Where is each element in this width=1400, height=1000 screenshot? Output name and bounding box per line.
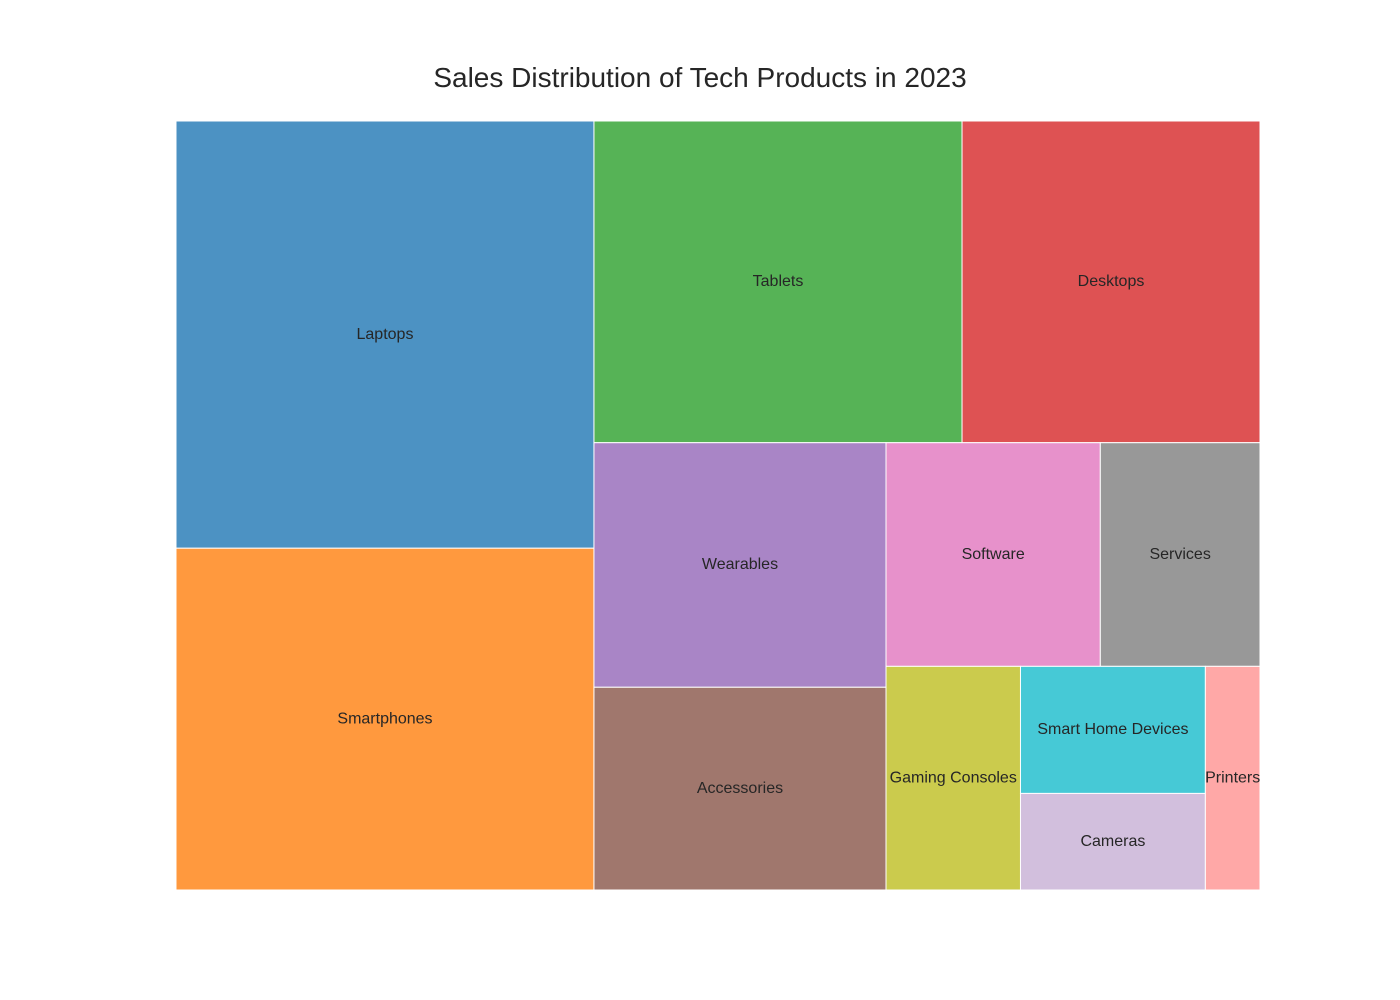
treemap-rect-laptops[interactable] bbox=[175, 120, 595, 549]
treemap-rect-cameras[interactable] bbox=[1019, 792, 1206, 891]
treemap-label-desktops: Desktops bbox=[1078, 273, 1145, 290]
treemap-label-wearables: Wearables bbox=[702, 556, 778, 573]
treemap-rect-desktops[interactable] bbox=[961, 120, 1261, 444]
treemap-rect-services[interactable] bbox=[1099, 442, 1261, 667]
treemap-rect-smartphones[interactable] bbox=[175, 547, 595, 891]
treemap-tile-software[interactable]: Software bbox=[885, 442, 1101, 667]
treemap-tile-tablets[interactable]: Tablets bbox=[593, 120, 963, 444]
treemap-tile-accessories[interactable]: Accessories bbox=[593, 686, 887, 891]
chart-title: Sales Distribution of Tech Products in 2… bbox=[433, 62, 967, 93]
treemap-label-tablets: Tablets bbox=[753, 273, 804, 290]
treemap-tile-laptops[interactable]: Laptops bbox=[175, 120, 595, 549]
treemap-label-smart-home-devices: Smart Home Devices bbox=[1037, 721, 1188, 738]
treemap-rect-accessories[interactable] bbox=[593, 686, 887, 891]
treemap-label-cameras: Cameras bbox=[1080, 833, 1145, 850]
treemap-rect-gaming-consoles[interactable] bbox=[885, 665, 1021, 891]
treemap-label-services: Services bbox=[1149, 546, 1210, 563]
treemap-tile-desktops[interactable]: Desktops bbox=[961, 120, 1261, 444]
treemap-rect-printers[interactable] bbox=[1204, 665, 1261, 891]
treemap-label-smartphones: Smartphones bbox=[337, 710, 432, 727]
treemap-tile-gaming-consoles[interactable]: Gaming Consoles bbox=[885, 665, 1021, 891]
treemap-rect-tablets[interactable] bbox=[593, 120, 963, 444]
treemap-tile-cameras[interactable]: Cameras bbox=[1019, 792, 1206, 891]
treemap-tile-smartphones[interactable]: Smartphones bbox=[175, 547, 595, 891]
treemap-rect-smart-home-devices[interactable] bbox=[1019, 665, 1206, 794]
treemap-label-gaming-consoles: Gaming Consoles bbox=[890, 769, 1017, 786]
treemap-label-accessories: Accessories bbox=[697, 780, 783, 797]
treemap-label-software: Software bbox=[962, 546, 1025, 563]
treemap-tile-printers[interactable]: Printers bbox=[1204, 665, 1261, 891]
treemap-label-printers: Printers bbox=[1205, 769, 1260, 786]
treemap-rect-software[interactable] bbox=[885, 442, 1101, 667]
treemap-label-laptops: Laptops bbox=[357, 326, 414, 343]
treemap-tile-services[interactable]: Services bbox=[1099, 442, 1261, 667]
treemap-tile-smart-home-devices[interactable]: Smart Home Devices bbox=[1019, 665, 1206, 794]
treemap-tile-wearables[interactable]: Wearables bbox=[593, 442, 887, 688]
